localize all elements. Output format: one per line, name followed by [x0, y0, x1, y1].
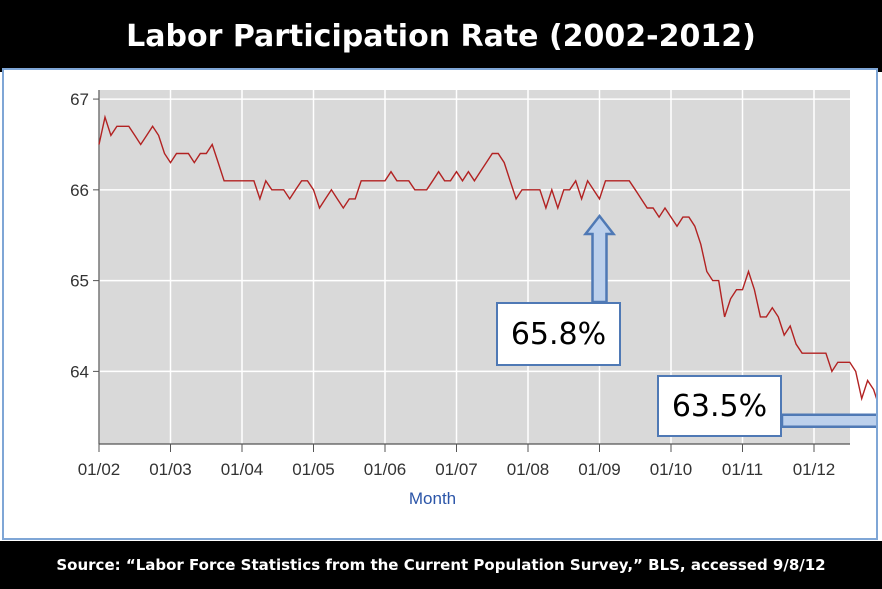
y-tick-label: 67 — [70, 90, 89, 109]
right-arrow — [780, 413, 876, 429]
y-tick-label: 66 — [70, 181, 89, 200]
x-tick-label: 01/07 — [435, 460, 478, 479]
x-tick-label: 01/05 — [292, 460, 335, 479]
x-tick-label: 01/06 — [364, 460, 407, 479]
tick-labels: 64 65 66 67 01/02 01/03 01/04 01/05 01/06 01/07 01… — [70, 90, 835, 479]
callout-63-5: 63.5% — [657, 375, 782, 437]
callout-65-8: 65.8% — [496, 302, 621, 366]
chart-title: Labor Participation Rate (2002-2012) — [0, 0, 882, 72]
x-tick-label: 01/10 — [650, 460, 693, 479]
x-tick-label: 01/03 — [149, 460, 192, 479]
x-axis-label: Month — [409, 489, 456, 508]
x-tick-label: 01/12 — [793, 460, 836, 479]
source-note: Source: “Labor Force Statistics from the… — [0, 541, 882, 589]
gridlines — [98, 90, 850, 444]
x-tick-label: 01/11 — [722, 460, 763, 479]
y-tick-label: 64 — [70, 362, 89, 381]
axes — [93, 90, 850, 452]
x-tick-label: 01/09 — [578, 460, 621, 479]
line-chart: 64 65 66 67 01/02 01/03 01/04 01/05 01/06 01/07 01… — [70, 90, 876, 508]
x-tick-label: 01/02 — [78, 460, 121, 479]
x-tick-label: 01/04 — [221, 460, 264, 479]
series-line — [98, 114, 876, 402]
x-tick-label: 01/08 — [507, 460, 550, 479]
chart-frame: 64 65 66 67 01/02 01/03 01/04 01/05 01/06 01/07 01… — [2, 68, 878, 540]
y-tick-label: 65 — [70, 272, 89, 291]
